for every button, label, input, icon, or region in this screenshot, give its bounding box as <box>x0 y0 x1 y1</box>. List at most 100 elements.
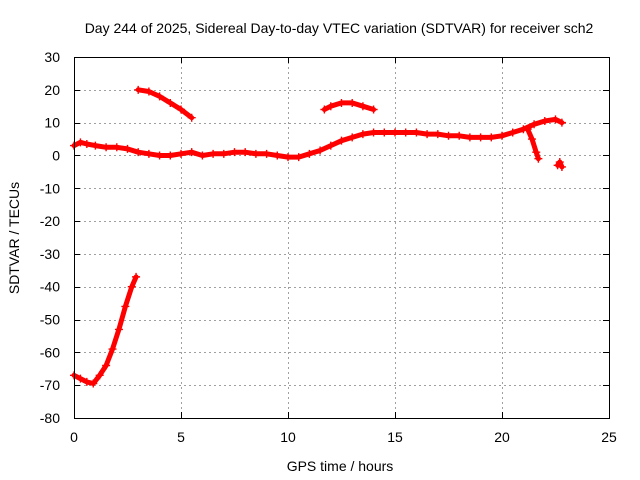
y-tick-label: -20 <box>40 213 60 229</box>
data-point <box>369 128 378 137</box>
y-tick-label: 0 <box>52 147 60 163</box>
data-point <box>423 130 432 139</box>
data-point <box>219 149 228 158</box>
data-point <box>230 148 239 157</box>
data-point <box>82 139 91 148</box>
y-tick-label: 30 <box>44 49 60 65</box>
data-point <box>102 143 111 152</box>
x-tick-label: 15 <box>387 429 403 445</box>
plot-frame <box>74 57 610 419</box>
data-point <box>155 92 164 101</box>
data-point <box>134 85 143 94</box>
data-point <box>534 154 543 163</box>
series-tail-segment <box>553 158 566 171</box>
grid <box>74 57 609 418</box>
data-point <box>498 131 506 140</box>
data-point <box>284 153 292 162</box>
data-point <box>455 131 464 140</box>
data-point <box>134 148 143 157</box>
x-tick-label: 20 <box>494 429 510 445</box>
y-tick-label: -40 <box>40 279 60 295</box>
series-upper-arc-early <box>134 85 196 122</box>
data-point <box>433 130 442 139</box>
data-point <box>95 371 104 380</box>
data-point <box>358 130 367 139</box>
data-point <box>557 162 566 171</box>
data-series <box>70 85 566 388</box>
chart-title: Day 244 of 2025, Sidereal Day-to-day VTE… <box>85 20 594 36</box>
data-point <box>127 282 136 291</box>
data-point <box>391 128 399 137</box>
data-point <box>76 374 85 383</box>
data-point <box>540 116 549 125</box>
data-point <box>337 98 346 107</box>
data-point <box>358 102 367 111</box>
data-point <box>305 149 314 158</box>
data-point <box>166 98 175 107</box>
data-point <box>532 148 541 157</box>
data-point <box>476 133 485 142</box>
data-point <box>155 151 164 160</box>
data-point <box>144 149 153 158</box>
data-point <box>209 149 218 158</box>
data-point <box>348 133 357 142</box>
data-point <box>198 151 207 160</box>
data-point <box>76 138 85 147</box>
data-point <box>530 120 539 129</box>
data-point <box>508 128 517 137</box>
data-point <box>401 128 410 137</box>
data-point <box>177 105 185 114</box>
data-point <box>166 151 175 160</box>
series-line <box>525 126 541 162</box>
data-point <box>251 149 260 158</box>
data-point <box>108 345 117 354</box>
data-point <box>82 377 91 386</box>
data-point <box>262 149 271 158</box>
x-tick-label: 10 <box>280 429 296 445</box>
series-upper-arc-midday <box>320 98 378 114</box>
axis-ticks: 0 5 10 15 20 25 30 20 10 0 -10 -20 -30 -40 -50 -60 -70 -8… <box>40 49 617 445</box>
data-point <box>121 302 130 311</box>
data-point <box>465 133 474 142</box>
series-dip-segment <box>523 125 543 163</box>
data-point <box>132 272 141 281</box>
series-line <box>71 274 139 386</box>
data-point <box>123 144 132 153</box>
data-point <box>412 128 421 137</box>
data-point <box>326 102 335 111</box>
y-tick-label: -30 <box>40 246 60 262</box>
data-point <box>187 113 196 122</box>
data-point <box>487 133 496 142</box>
data-point <box>114 325 123 334</box>
data-point <box>369 105 378 114</box>
data-point <box>555 158 564 167</box>
data-point <box>337 136 346 145</box>
data-point <box>316 146 325 155</box>
data-point <box>294 153 303 162</box>
series-line <box>71 116 565 160</box>
y-axis-title: SDTVAR / TECUs <box>6 182 22 294</box>
data-point <box>348 98 357 107</box>
data-point <box>102 361 111 370</box>
y-tick-label: -80 <box>40 410 60 426</box>
data-point <box>91 141 100 150</box>
data-point <box>527 135 536 144</box>
data-point <box>523 125 532 134</box>
y-tick-label: 10 <box>44 115 60 131</box>
data-point <box>326 141 335 150</box>
x-tick-label: 25 <box>601 429 617 445</box>
data-point <box>444 131 453 140</box>
series-main-track <box>70 115 566 162</box>
data-point <box>380 128 389 137</box>
x-axis-title: GPS time / hours <box>287 458 394 474</box>
y-tick-label: -60 <box>40 344 60 360</box>
data-point <box>273 151 282 160</box>
data-point <box>187 148 196 157</box>
data-point <box>177 149 185 158</box>
series-line <box>135 87 195 121</box>
y-tick-label: -50 <box>40 312 60 328</box>
y-tick-label: -10 <box>40 180 60 196</box>
data-point <box>320 105 329 114</box>
y-tick-label: -70 <box>40 377 60 393</box>
